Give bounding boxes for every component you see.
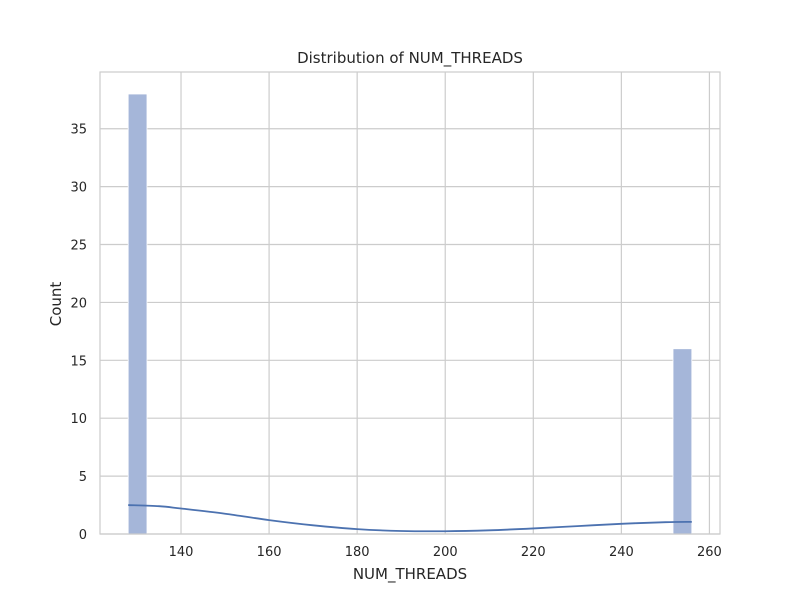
chart-title: Distribution of NUM_THREADS: [297, 49, 523, 68]
x-tick-label: 220: [521, 545, 546, 560]
x-tick-label: 140: [169, 545, 194, 560]
y-tick-label: 20: [70, 296, 87, 311]
histogram-bar-1: [672, 348, 693, 535]
y-tick-label: 0: [79, 528, 87, 543]
histogram-bar-0: [127, 93, 148, 535]
x-tick-label: 200: [433, 545, 458, 560]
y-tick-label: 15: [70, 354, 87, 369]
y-tick-label: 5: [79, 470, 87, 485]
x-tick-label: 240: [609, 545, 634, 560]
x-axis-label: NUM_THREADS: [353, 565, 467, 584]
x-tick-labels: 140 160 180 200 220 240 260: [169, 545, 722, 560]
histogram-bars: [127, 93, 693, 535]
x-tick-label: 260: [697, 545, 722, 560]
y-tick-label: 25: [70, 239, 87, 254]
x-tick-label: 180: [345, 545, 370, 560]
kde-line: [128, 504, 692, 533]
y-tick-label: 35: [70, 123, 87, 138]
y-tick-label: 30: [70, 181, 87, 196]
x-tick-label: 160: [257, 545, 282, 560]
plot-frame: [99, 71, 721, 535]
y-tick-label: 10: [70, 412, 87, 427]
y-axis-label: Count: [47, 282, 65, 327]
y-tick-labels: 0 5 10 15 20 25 30 35: [70, 123, 87, 543]
